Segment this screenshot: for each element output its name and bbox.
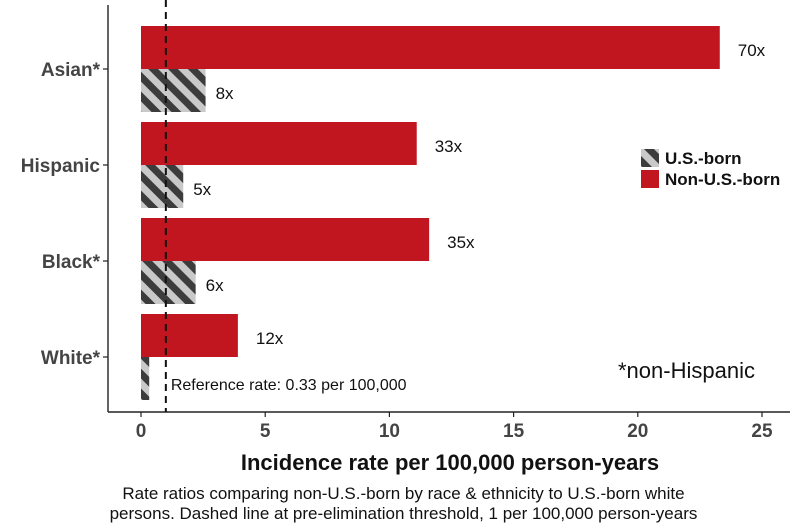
legend-swatch-non-us-born <box>641 170 659 188</box>
bar-us-born-2 <box>141 261 196 304</box>
label-us-born-0: 8x <box>216 84 234 103</box>
x-tick-label-3: 15 <box>503 421 525 442</box>
bar-us-born-1 <box>141 165 184 208</box>
category-label-2: Black* <box>42 252 101 273</box>
label-non-us-born-2: 35x <box>447 233 475 252</box>
legend-label-us-born: U.S.-born <box>665 149 742 168</box>
footnote-non-hispanic: *non-Hispanic <box>618 358 755 383</box>
incidence-chart: Asian* Hispanic Black* White* 0 5 10 15 20 25 Inci… <box>21 0 790 475</box>
label-non-us-born-1: 33x <box>435 137 463 156</box>
label-non-us-born-3: 12x <box>256 329 284 348</box>
category-label-0: Asian* <box>41 60 101 81</box>
legend-label-non-us-born: Non-U.S.-born <box>665 170 780 189</box>
bar-non-us-born-2 <box>141 218 430 261</box>
category-label-1: Hispanic <box>21 156 101 177</box>
label-us-born-1: 5x <box>193 180 211 199</box>
label-us-born-2: 6x <box>206 276 224 295</box>
reference-annotation: Reference rate: 0.33 per 100,000 <box>171 377 407 394</box>
bar-non-us-born-1 <box>141 122 417 165</box>
bar-non-us-born-0 <box>141 26 720 69</box>
x-tick-label-4: 20 <box>627 421 648 442</box>
x-tick-label-0: 0 <box>136 421 147 442</box>
legend-swatch-us-born <box>641 149 659 167</box>
bar-non-us-born-3 <box>141 314 238 357</box>
label-non-us-born-0: 70x <box>738 41 766 60</box>
caption-line-1: Rate ratios comparing non-U.S.-born by r… <box>122 484 685 503</box>
x-axis-title: Incidence rate per 100,000 person-years <box>241 450 659 475</box>
bar-us-born-0 <box>141 69 206 112</box>
x-tick-label-2: 10 <box>379 421 400 442</box>
x-tick-label-5: 25 <box>751 421 773 442</box>
category-label-3: White* <box>41 348 101 369</box>
x-tick-label-1: 5 <box>260 421 271 442</box>
caption-line-2: persons. Dashed line at pre-elimination … <box>109 504 698 523</box>
bar-us-born-3 <box>141 357 150 400</box>
